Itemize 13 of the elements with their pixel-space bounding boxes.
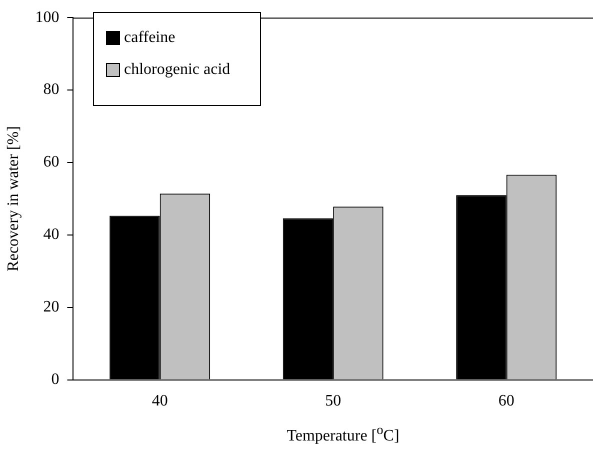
x-tick-label: 60 [498,392,514,410]
x-axis-title: Temperature [$^{o}$C] [286,422,400,446]
legend-label: chlorogenic acid [124,61,230,79]
y-tick-label: 80 [43,81,60,98]
x-tick-label: 40 [152,392,168,410]
y-tick-label: 60 [43,154,60,171]
y-tick-label: 20 [43,298,60,316]
y-axis-title: Recovery in water [%] [4,126,22,272]
y-tick-label: 0 [51,371,60,388]
legend-label: caffeine [124,29,176,47]
y-tick-label: 100 [35,8,60,26]
x-tick-label: 50 [325,392,342,410]
y-tick-label: 40 [43,226,60,244]
